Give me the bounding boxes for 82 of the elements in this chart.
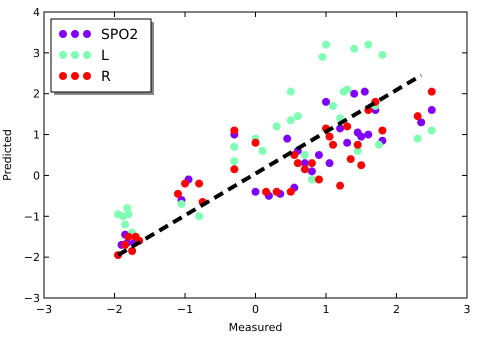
point (195, 212, 204, 220)
point (336, 182, 344, 190)
point (346, 155, 355, 164)
point (124, 232, 133, 241)
point (350, 90, 358, 98)
point (318, 52, 326, 61)
point (258, 146, 267, 155)
point (322, 40, 330, 49)
legend-label: L (101, 48, 109, 64)
y-tick-label: 4 (33, 6, 40, 19)
y-tick-label: −3 (24, 292, 40, 305)
point (308, 176, 316, 184)
point (378, 126, 386, 134)
point (343, 122, 352, 130)
legend-label: R (101, 69, 111, 85)
point (272, 188, 281, 196)
x-tick-label: 2 (393, 303, 400, 316)
x-axis-title: Measured (228, 321, 282, 334)
point (300, 165, 309, 174)
point (300, 151, 309, 159)
point (290, 151, 298, 159)
legend-label: SPO2 (101, 27, 138, 43)
y-tick-label: −1 (24, 210, 40, 224)
x-tick-label: −1 (176, 303, 194, 316)
point (128, 247, 136, 256)
point (343, 138, 352, 147)
point (364, 40, 372, 49)
point (322, 98, 330, 106)
point (354, 140, 362, 149)
point (308, 167, 316, 176)
point (414, 134, 422, 143)
y-tick-label: 3 (33, 46, 40, 60)
point (326, 159, 334, 168)
point (177, 200, 186, 208)
point (195, 180, 204, 188)
point (360, 88, 369, 96)
point (428, 126, 436, 134)
point (378, 50, 386, 59)
point (350, 44, 358, 53)
point (374, 140, 383, 149)
x-tick-label: −2 (106, 303, 123, 316)
point (343, 86, 352, 94)
point (329, 102, 338, 110)
x-tick-label: 3 (464, 303, 470, 316)
point (262, 188, 270, 196)
point (428, 106, 436, 114)
point (428, 88, 436, 96)
y-tick-label: 1 (33, 128, 40, 142)
point (252, 188, 260, 196)
point (314, 176, 323, 184)
point (294, 112, 302, 120)
point (230, 165, 238, 174)
point (230, 157, 238, 166)
point (329, 140, 338, 149)
point (364, 130, 372, 139)
point (294, 159, 302, 168)
point (252, 138, 260, 147)
point (326, 132, 334, 141)
point (308, 159, 316, 168)
point (230, 126, 238, 134)
point (181, 180, 189, 188)
point (336, 124, 344, 132)
point (357, 132, 366, 141)
point (124, 210, 133, 218)
point (174, 190, 182, 198)
point (286, 88, 295, 96)
point (121, 220, 130, 228)
point (417, 118, 426, 126)
y-tick-label: −2 (24, 251, 40, 264)
point (286, 188, 295, 196)
point (414, 112, 422, 120)
point (230, 142, 238, 151)
y-tick-label: 0 (33, 169, 40, 182)
point (283, 134, 292, 143)
point (272, 122, 281, 130)
x-tick-label: 0 (252, 303, 259, 316)
point (286, 116, 295, 124)
point (357, 161, 366, 170)
y-axis-title: Predicted (1, 129, 14, 181)
y-tick-label: 2 (33, 88, 40, 101)
x-tick-label: 1 (322, 303, 330, 316)
point (314, 151, 323, 159)
